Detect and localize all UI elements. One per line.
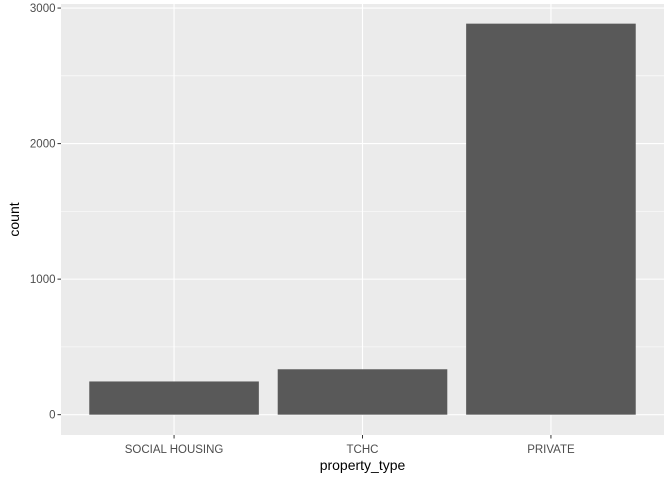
x-tick-label: PRIVATE — [527, 444, 575, 456]
y-tick-label: 3000 — [30, 3, 56, 15]
x-tick-label: SOCIAL HOUSING — [125, 444, 224, 456]
x-axis-title: property_type — [320, 457, 406, 473]
y-tick-label: 1000 — [30, 274, 56, 286]
bar-social-housing — [89, 381, 259, 415]
y-tick-label: 2000 — [30, 139, 56, 151]
bar-tchc — [277, 369, 448, 415]
bar-private — [466, 23, 636, 415]
bars — [89, 23, 636, 415]
y-axis-title: count — [6, 202, 22, 236]
y-tick-label: 0 — [49, 410, 55, 422]
x-axis: SOCIAL HOUSING TCHC PRIVATE — [125, 435, 575, 456]
y-axis: 0 1000 2000 3000 — [30, 3, 61, 422]
x-tick-label: TCHC — [347, 444, 379, 456]
